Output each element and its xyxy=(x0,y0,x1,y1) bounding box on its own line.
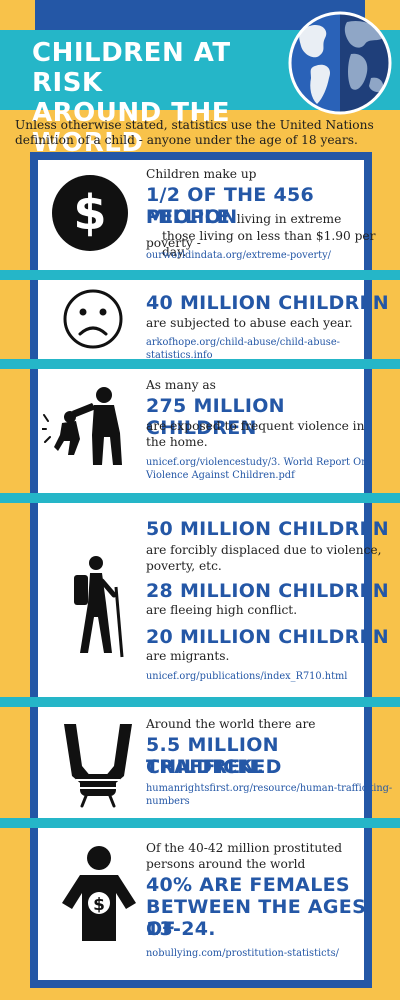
trafficked-source-1: humanrightsfirst.org/resource/human-traf… xyxy=(146,783,393,794)
violence-source-1: unicef.org/violencestudy/3. World Report… xyxy=(146,457,368,468)
poverty-headline-2-text: PEOPLE xyxy=(146,206,230,228)
prostitution-headline-1: 40% ARE FEMALES xyxy=(146,874,350,896)
title-line-2: AROUND THE WORLD xyxy=(32,98,231,158)
poverty-lead: Children make up xyxy=(146,167,257,181)
stat-card-trafficked xyxy=(38,707,364,818)
conflict-body: are fleeing high conflict. xyxy=(146,603,298,617)
title-line-1: CHILDREN AT RISK xyxy=(32,38,231,98)
trafficked-lead: Around the world there are xyxy=(146,717,316,731)
violence-lead: As many as xyxy=(146,378,216,392)
prostitution-lead-2: persons around the world xyxy=(146,857,306,871)
bound-hands-icon xyxy=(64,724,132,808)
trafficked-source-2: numbers xyxy=(146,796,190,807)
displaced-headline: 50 MILLION CHILDREN xyxy=(146,518,389,540)
intro-text: Unless otherwise stated, statistics use … xyxy=(15,118,374,147)
displaced-source: unicef.org/publications/index_R710.html xyxy=(146,671,348,682)
dollar-circle-icon: $ xyxy=(52,175,128,251)
separator-stripe xyxy=(0,493,400,503)
svg-text:$: $ xyxy=(73,185,106,241)
displaced-body-2: poverty, etc. xyxy=(146,559,222,573)
prostitution-lead-1: Of the 40-42 million prostituted xyxy=(146,841,343,855)
prostitution-headline-3: 13-24. xyxy=(146,918,216,940)
prostitution-headline-2: BETWEEN THE AGES OF xyxy=(146,896,367,940)
poverty-source: ourworldindata.org/extreme-poverty/ xyxy=(146,250,331,261)
abuse-headline: 40 MILLION CHILDREN xyxy=(146,292,389,314)
violence-body-2: the home. xyxy=(146,435,208,449)
hiker-icon xyxy=(74,556,124,658)
separator-stripe xyxy=(0,697,400,707)
migrants-headline: 20 MILLION CHILDREN xyxy=(146,626,389,648)
poverty-headline-1: 1/2 OF THE 456 MILLION xyxy=(146,184,315,228)
person-money-icon: $ xyxy=(62,846,136,941)
separator-stripe xyxy=(0,270,400,280)
violence-body-1: are exposed to frequent violence in xyxy=(146,419,365,433)
poverty-headline-2: PEOPLE living in extreme poverty - xyxy=(146,206,366,254)
svg-text:$: $ xyxy=(93,895,105,915)
globe-icon xyxy=(288,11,392,115)
abuse-body: are subjected to abuse each year. xyxy=(146,316,353,330)
separator-stripe xyxy=(0,818,400,828)
conflict-headline: 28 MILLION CHILDREN xyxy=(146,580,389,602)
migrants-body: are migrants. xyxy=(146,649,230,663)
page-title: CHILDREN AT RISK AROUND THE WORLD xyxy=(32,38,292,158)
abuse-source: arkofhope.org/child-abuse/child-abuse-st… xyxy=(146,337,340,361)
violence-headline: 275 MILLION CHILDREN xyxy=(146,395,285,439)
trafficked-headline-1: 5.5 MILLION TRAFFICKED xyxy=(146,734,282,778)
poverty-body-inline: living in extreme poverty - xyxy=(146,212,342,250)
poverty-body-2: those living on less than $1.90 per day. xyxy=(162,229,376,259)
displaced-body-1: are forcibly displaced due to violence, xyxy=(146,543,382,557)
sad-face-icon xyxy=(63,289,123,349)
separator-stripe xyxy=(0,359,400,369)
violence-source-2: Violence Against Children.pdf xyxy=(146,470,295,481)
violence-icon xyxy=(42,387,122,465)
prostitution-source: nobullying.com/prostitution-statisticts/ xyxy=(146,948,339,959)
trafficked-headline-2: CHILDREN. xyxy=(146,756,265,778)
